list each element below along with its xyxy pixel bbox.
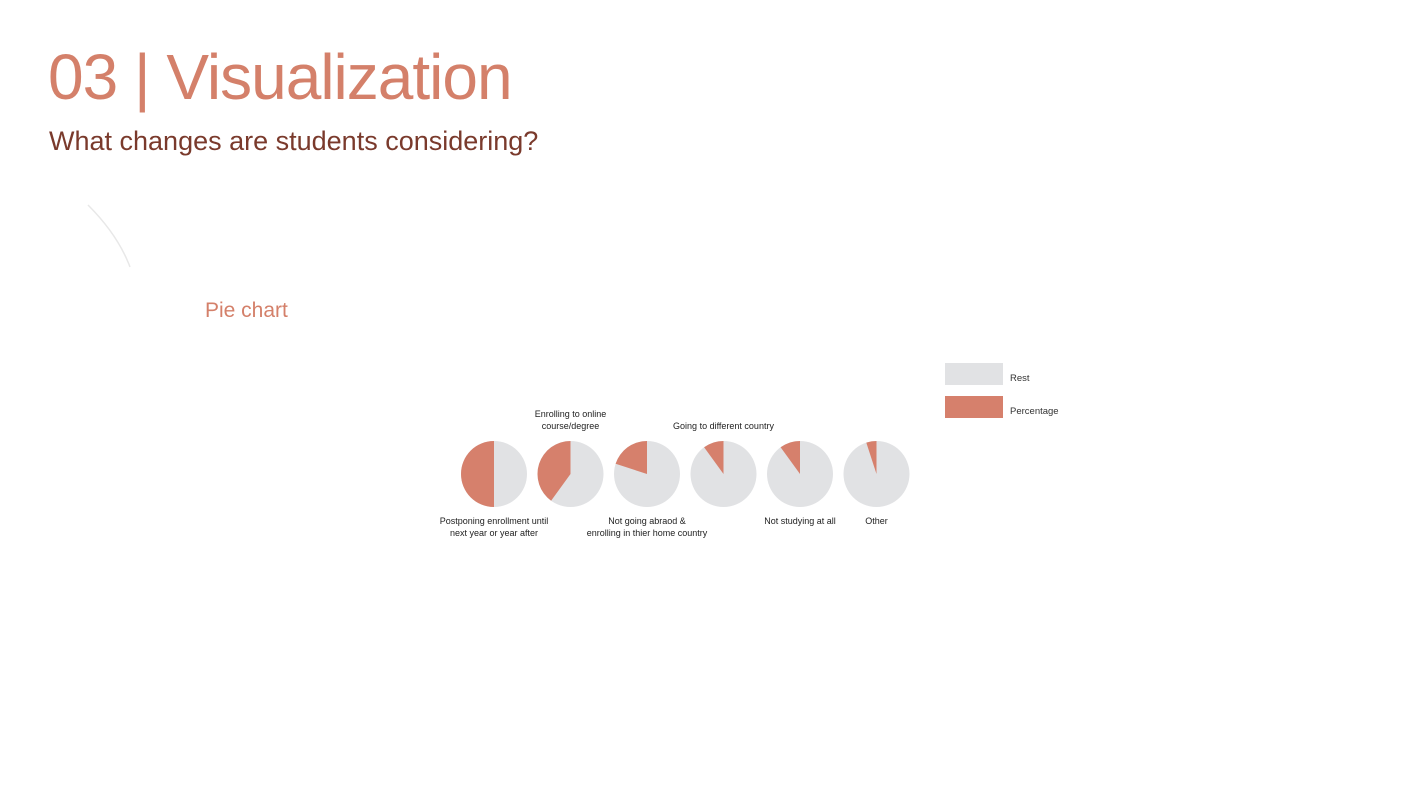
pie-slice-percentage: [615, 441, 647, 474]
pie-slice-percentage: [780, 441, 800, 474]
pie-5: [767, 441, 833, 507]
pie-2: [537, 441, 604, 507]
legend-label-rest: Rest: [1010, 373, 1030, 384]
pie-4: [690, 441, 757, 507]
legend-swatch-percentage: [945, 396, 1003, 418]
pie-label-4: Going to different country: [673, 420, 774, 431]
slide-title: 03 | Visualization: [48, 41, 513, 113]
pie-slice-percentage: [866, 441, 877, 474]
section-label: Pie chart: [205, 299, 288, 322]
pie-label-6: Other: [865, 516, 888, 526]
pie-label-1: Postponing enrollment until next year or…: [439, 516, 549, 538]
pie-6: [843, 441, 910, 507]
pie-label-3: Not going abraod & enrolling in thier ho…: [586, 516, 708, 538]
pie-label-5: Not studying at all: [764, 516, 836, 526]
pie-label-2: Enrolling to online course/degree: [534, 409, 607, 431]
legend-label-percentage: Percentage: [1010, 406, 1059, 417]
pie-3: [614, 441, 680, 507]
slide-subtitle: What changes are students considering?: [49, 126, 539, 156]
decorative-arc: [87, 204, 131, 268]
pie-slice-percentage: [704, 441, 724, 474]
pie-slice-percentage: [537, 441, 571, 501]
legend-swatch-rest: [945, 363, 1003, 385]
pie-slice-percentage: [461, 441, 494, 507]
pie-1: [461, 441, 527, 507]
